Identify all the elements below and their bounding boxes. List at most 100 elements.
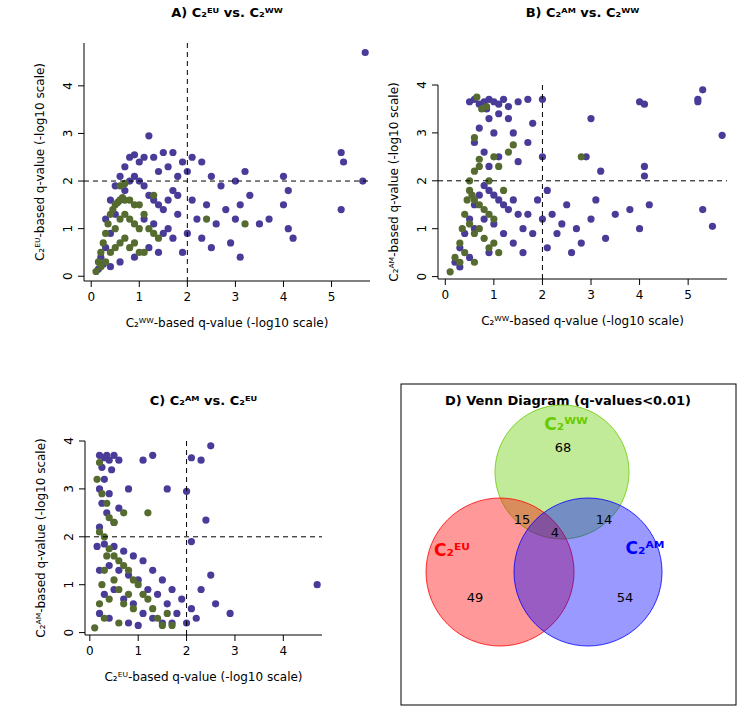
point [490, 153, 497, 160]
y-tick [432, 228, 438, 229]
point [193, 615, 200, 622]
point [93, 476, 100, 483]
point [481, 235, 488, 242]
x-tick [493, 279, 494, 285]
x-axis-label: C₂ᴱᵁ-based q-value (-log10 scale) [104, 670, 302, 684]
point [140, 154, 147, 161]
point [473, 93, 480, 100]
point [165, 196, 172, 203]
point [189, 154, 196, 161]
point [510, 129, 517, 136]
point [524, 139, 531, 146]
point [106, 595, 113, 602]
point [597, 168, 604, 175]
point [188, 454, 195, 461]
point [510, 239, 517, 246]
point [150, 154, 157, 161]
x-tick-label: 3 [231, 644, 239, 658]
point [217, 182, 224, 189]
point [246, 192, 253, 199]
point [699, 206, 706, 213]
point [641, 163, 648, 170]
point [515, 98, 522, 105]
y-tick-label: 4 [415, 81, 429, 89]
y-axis-line [85, 441, 86, 635]
title: C) C₂ᴬᴹ vs. C₂ᴱᵁ [150, 393, 257, 408]
point [362, 49, 369, 56]
point [104, 220, 111, 227]
point [116, 182, 123, 189]
point [568, 249, 575, 256]
y-tick-label: 3 [61, 130, 75, 138]
point [130, 552, 137, 559]
point [116, 258, 123, 265]
point [178, 595, 185, 602]
point [96, 600, 103, 607]
point [534, 196, 541, 203]
x-tick [91, 281, 92, 287]
point [115, 619, 122, 626]
point [476, 156, 483, 163]
point [529, 230, 536, 237]
point [110, 519, 117, 526]
panel-frame [401, 384, 736, 705]
point [237, 201, 244, 208]
point [98, 490, 105, 497]
venn-panel: D) Venn Diagram (q-values<0.01)C₂ᵂᵂC₂ᴱᵁC… [401, 384, 736, 705]
reference-line [542, 85, 543, 279]
point [338, 206, 345, 213]
point [490, 129, 497, 136]
y-tick-label: 1 [61, 225, 75, 233]
point [193, 216, 200, 223]
series [91, 459, 176, 631]
y-tick [79, 632, 85, 633]
region-count: 54 [617, 590, 634, 605]
x-tick [234, 635, 235, 641]
point [115, 457, 122, 464]
point [130, 605, 137, 612]
y-tick-label: 3 [62, 485, 76, 493]
point [164, 600, 171, 607]
point [227, 239, 234, 246]
x-tick [331, 281, 332, 287]
point [102, 230, 109, 237]
point [174, 211, 181, 218]
y-tick [79, 441, 85, 442]
point [289, 235, 296, 242]
y-tick [79, 584, 85, 585]
point [694, 96, 701, 103]
x-tick-label: 5 [328, 290, 336, 304]
point [456, 259, 463, 266]
title: A) C₂ᴱᵁ vs. C₂ᵂᵂ [171, 5, 283, 20]
panel: B) C₂ᴬᴹ vs. C₂ᵂᵂ01234501234C₂ᵂᵂ-based q-… [387, 5, 727, 328]
x-tick [542, 279, 543, 285]
y-tick-label: 0 [415, 273, 429, 281]
point [709, 223, 716, 230]
x-tick-label: 2 [539, 288, 547, 302]
point [120, 548, 127, 555]
x-tick-label: 1 [490, 288, 498, 302]
point [140, 182, 147, 189]
point [495, 163, 502, 170]
point [155, 235, 162, 242]
point [699, 86, 706, 93]
point [241, 168, 248, 175]
point [101, 615, 108, 622]
point [100, 239, 107, 246]
point [144, 595, 151, 602]
point [500, 230, 507, 237]
point [338, 149, 345, 156]
set-label: C₂ᴱᵁ [434, 540, 470, 560]
point [544, 244, 551, 251]
point [490, 239, 497, 246]
y-axis-line [84, 43, 85, 281]
x-tick-label: 1 [135, 290, 143, 304]
x-tick [139, 281, 140, 287]
y-tick-label: 0 [61, 272, 75, 280]
point [207, 442, 214, 449]
y-axis-label: C₂ᴬᴹ-based q-value (-log10 scale) [387, 82, 401, 281]
point [227, 610, 234, 617]
point [587, 115, 594, 122]
y-axis-label: C₂ᴬᴹ-based q-value (-log10 scale) [34, 438, 48, 637]
x-tick [639, 279, 640, 285]
